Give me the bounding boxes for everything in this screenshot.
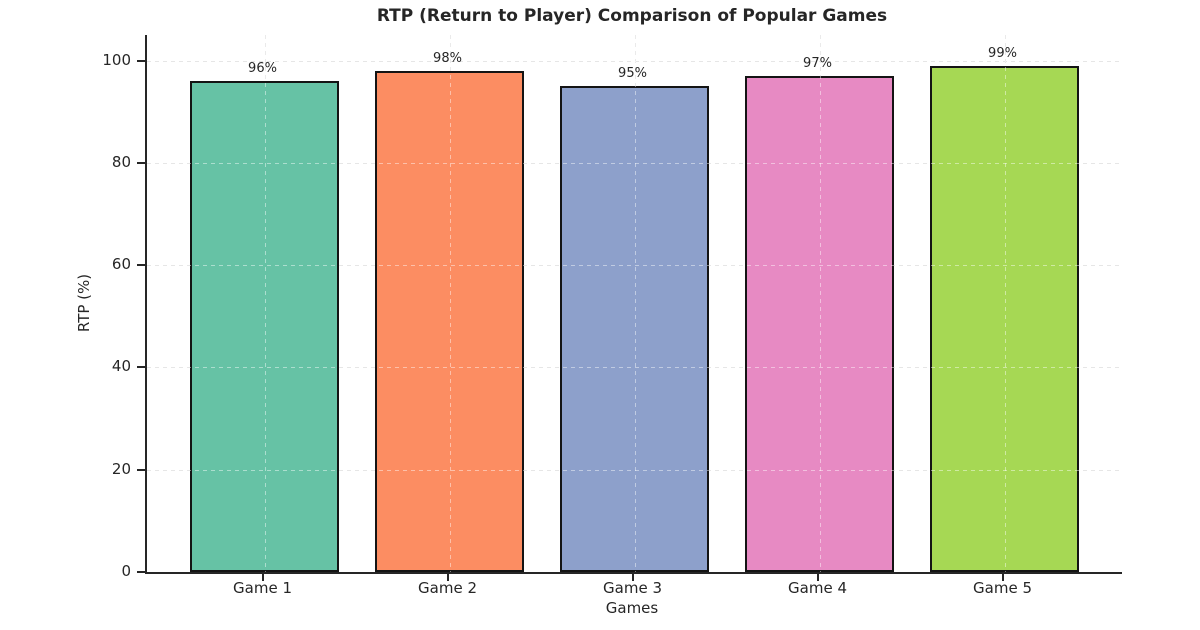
bar-value-label: 98%	[433, 50, 462, 66]
x-tick-mark	[1001, 574, 1004, 581]
y-tick-label: 20	[111, 459, 131, 478]
h-gridline-100	[147, 60, 1122, 62]
bar-value-label: 97%	[803, 55, 832, 71]
h-gridline-80	[147, 162, 1122, 164]
v-gridline-5	[1004, 35, 1006, 572]
x-tick-mark	[631, 574, 634, 581]
x-tick-mark	[816, 574, 819, 581]
bar-game-1	[190, 81, 339, 572]
v-gridline-1	[264, 35, 266, 572]
h-gridline-20	[147, 469, 1122, 471]
bar-game-5	[930, 65, 1079, 572]
v-gridline-3	[634, 35, 636, 572]
x-axis-label: Games	[605, 599, 659, 617]
y-tick-label: 40	[111, 357, 131, 376]
bar-game-3	[560, 86, 709, 572]
x-tick-label: Game 5	[973, 579, 1032, 597]
x-tick-label: Game 2	[418, 579, 477, 597]
plot-area	[145, 35, 1122, 574]
y-tick-label: 0	[121, 562, 131, 580]
y-tick-mark	[137, 59, 145, 62]
x-tick-mark	[261, 574, 264, 581]
y-tick-label: 80	[111, 152, 131, 171]
bar-game-4	[745, 75, 894, 572]
y-tick-mark	[137, 161, 145, 164]
v-gridline-4	[819, 35, 821, 572]
x-tick-mark	[446, 574, 449, 581]
y-tick-mark	[137, 366, 145, 369]
y-tick-mark	[137, 468, 145, 471]
chart-title: RTP (Return to Player) Comparison of Pop…	[376, 6, 888, 26]
bar-value-label: 99%	[988, 45, 1017, 61]
h-gridline-60	[147, 265, 1122, 267]
y-tick-mark	[137, 264, 145, 267]
y-tick-mark	[137, 571, 145, 573]
x-tick-label: Game 1	[233, 579, 292, 597]
y-axis-label: RTP (%)	[75, 273, 93, 333]
y-tick-label: 60	[111, 255, 131, 274]
v-gridline-2	[449, 35, 451, 572]
y-tick-label: 100	[102, 50, 131, 69]
bar-value-label: 95%	[618, 66, 647, 82]
x-tick-label: Game 3	[603, 579, 662, 597]
x-tick-label: Game 4	[788, 579, 847, 597]
bar-value-label: 96%	[248, 61, 277, 77]
bar-game-2	[375, 70, 524, 572]
h-gridline-40	[147, 367, 1122, 369]
